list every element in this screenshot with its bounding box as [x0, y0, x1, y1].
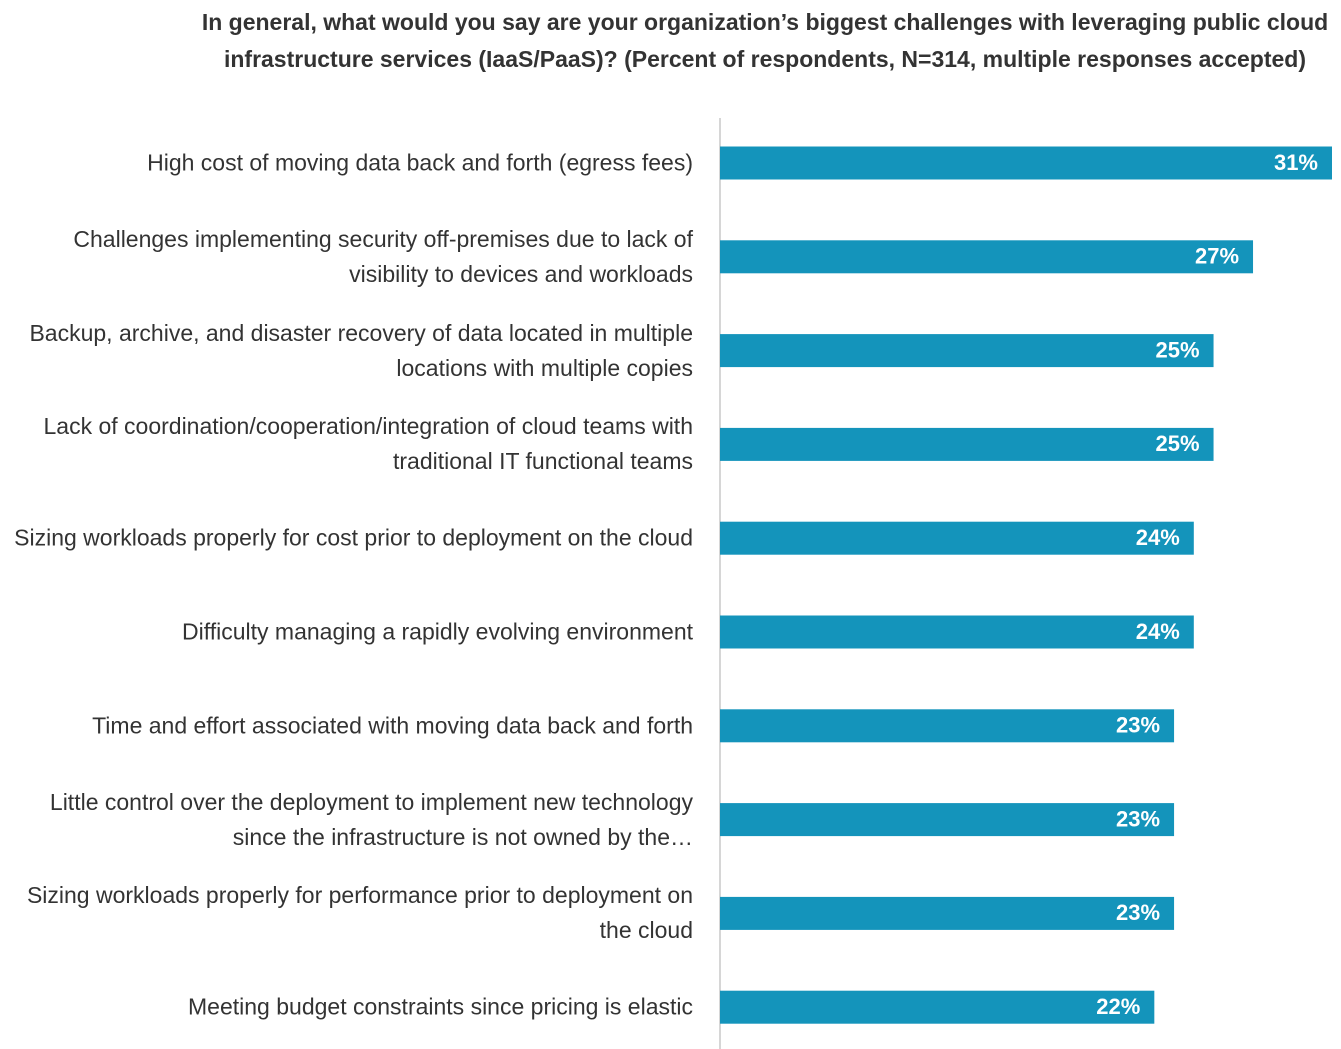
category-label: Time and effort associated with moving d… — [92, 712, 693, 739]
value-label: 25% — [1156, 431, 1200, 456]
category-label: Lack of coordination/cooperation/integra… — [43, 413, 693, 475]
value-label: 25% — [1156, 337, 1200, 362]
value-label: 23% — [1116, 806, 1160, 831]
value-label: 31% — [1274, 150, 1318, 175]
chart-title: In general, what would you say are your … — [201, 9, 1329, 72]
bar — [720, 334, 1214, 368]
bar — [720, 146, 1332, 180]
category-label: Backup, archive, and disaster recovery o… — [29, 319, 693, 381]
value-label: 24% — [1136, 525, 1180, 550]
category-label: Difficulty managing a rapidly evolving e… — [182, 618, 693, 645]
category-label: Little control over the deployment to im… — [49, 788, 693, 850]
value-label: 23% — [1116, 900, 1160, 925]
bar — [720, 615, 1194, 649]
bar — [720, 427, 1214, 461]
value-label: 27% — [1195, 244, 1239, 269]
value-label: 23% — [1116, 713, 1160, 738]
category-label: Sizing workloads properly for cost prior… — [14, 524, 693, 551]
bar — [720, 240, 1254, 274]
bar — [720, 896, 1175, 930]
bar — [720, 709, 1175, 743]
bar — [720, 521, 1194, 555]
category-label: Sizing workloads properly for performanc… — [26, 882, 693, 944]
bar — [720, 990, 1155, 1024]
value-label: 22% — [1096, 994, 1140, 1019]
category-label: High cost of moving data back and forth … — [147, 149, 693, 176]
value-label: 24% — [1136, 619, 1180, 644]
bar — [720, 803, 1175, 837]
category-label: Meeting budget constraints since pricing… — [188, 993, 693, 1020]
category-label: Challenges implementing security off-pre… — [73, 225, 693, 287]
